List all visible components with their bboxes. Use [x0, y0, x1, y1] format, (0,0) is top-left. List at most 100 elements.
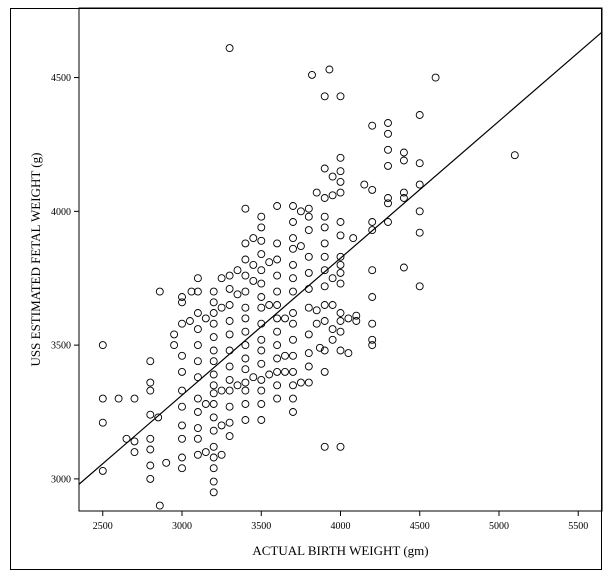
data-point — [233, 266, 242, 275]
data-point — [225, 317, 234, 325]
data-point — [265, 301, 274, 309]
data-point — [320, 212, 329, 221]
data-point — [399, 263, 408, 272]
data-point — [349, 234, 358, 243]
data-point — [336, 309, 345, 317]
data-point — [265, 370, 274, 379]
data-point — [289, 394, 297, 403]
data-point — [399, 188, 408, 197]
data-point — [296, 207, 305, 216]
data-point — [273, 394, 282, 403]
data-point — [130, 448, 139, 457]
data-point — [209, 319, 218, 328]
data-point — [328, 274, 337, 283]
data-point — [201, 400, 210, 408]
data-point — [233, 381, 242, 390]
data-points — [98, 44, 519, 510]
data-point — [257, 223, 266, 232]
y-tick-label: 3500 — [51, 341, 71, 352]
data-point — [399, 156, 408, 165]
data-point — [344, 314, 353, 323]
data-point — [178, 298, 186, 307]
data-point — [315, 343, 324, 352]
data-point — [209, 453, 218, 462]
data-point — [209, 488, 218, 497]
data-point — [304, 284, 313, 293]
data-point — [241, 204, 250, 213]
data-point — [241, 287, 250, 296]
data-point — [384, 129, 392, 138]
data-point — [296, 378, 305, 387]
data-point — [209, 346, 218, 355]
data-point — [320, 92, 329, 101]
data-point — [241, 303, 250, 312]
data-point — [154, 413, 163, 422]
data-point — [241, 314, 250, 323]
data-point — [336, 218, 345, 226]
data-point — [352, 311, 361, 320]
data-point — [193, 408, 202, 416]
data-point — [336, 252, 345, 261]
data-point — [344, 349, 353, 358]
data-point — [257, 346, 266, 355]
data-point — [209, 357, 218, 366]
data-point — [146, 461, 155, 470]
data-point — [320, 252, 329, 261]
data-point — [273, 341, 282, 350]
data-point — [289, 408, 297, 416]
data-point — [384, 218, 392, 226]
data-point — [320, 194, 329, 202]
data-point — [304, 212, 313, 221]
data-point — [146, 445, 155, 454]
x-tick-label: 5000 — [489, 521, 509, 532]
data-point — [320, 223, 329, 232]
data-point — [320, 282, 329, 291]
data-point — [146, 434, 155, 443]
data-point — [336, 317, 345, 325]
data-point — [336, 177, 345, 186]
data-point — [170, 330, 179, 339]
data-point — [178, 293, 186, 301]
data-point — [155, 501, 164, 510]
data-point — [415, 207, 424, 216]
data-point — [431, 73, 440, 82]
data-point — [399, 194, 408, 202]
data-point — [352, 317, 361, 325]
data-point — [249, 260, 258, 269]
data-point — [193, 394, 202, 403]
data-point — [241, 271, 250, 280]
data-point — [178, 402, 186, 411]
data-point — [209, 464, 218, 473]
plot-area — [78, 7, 603, 512]
data-point — [178, 386, 186, 395]
data-point — [273, 255, 282, 264]
data-point — [304, 303, 313, 312]
data-point — [209, 426, 218, 435]
data-point — [257, 279, 266, 288]
data-point — [146, 357, 155, 366]
data-point — [217, 450, 226, 459]
data-point — [201, 448, 210, 457]
data-point — [360, 180, 369, 189]
data-point — [217, 386, 226, 395]
data-point — [217, 274, 226, 283]
data-point — [98, 394, 107, 403]
data-point — [320, 239, 329, 248]
data-point — [257, 303, 266, 312]
data-point — [320, 346, 329, 355]
data-point — [178, 464, 186, 473]
data-point — [328, 301, 337, 309]
data-point — [325, 65, 334, 74]
data-point — [241, 239, 250, 248]
data-point — [193, 434, 202, 443]
data-point — [225, 362, 234, 371]
x-tick-label: 3000 — [172, 521, 192, 532]
data-point — [273, 327, 282, 336]
data-point — [289, 335, 297, 344]
data-point — [257, 359, 266, 368]
data-point — [217, 303, 226, 312]
data-point — [336, 153, 345, 162]
data-point — [510, 151, 519, 160]
data-point — [289, 274, 297, 283]
